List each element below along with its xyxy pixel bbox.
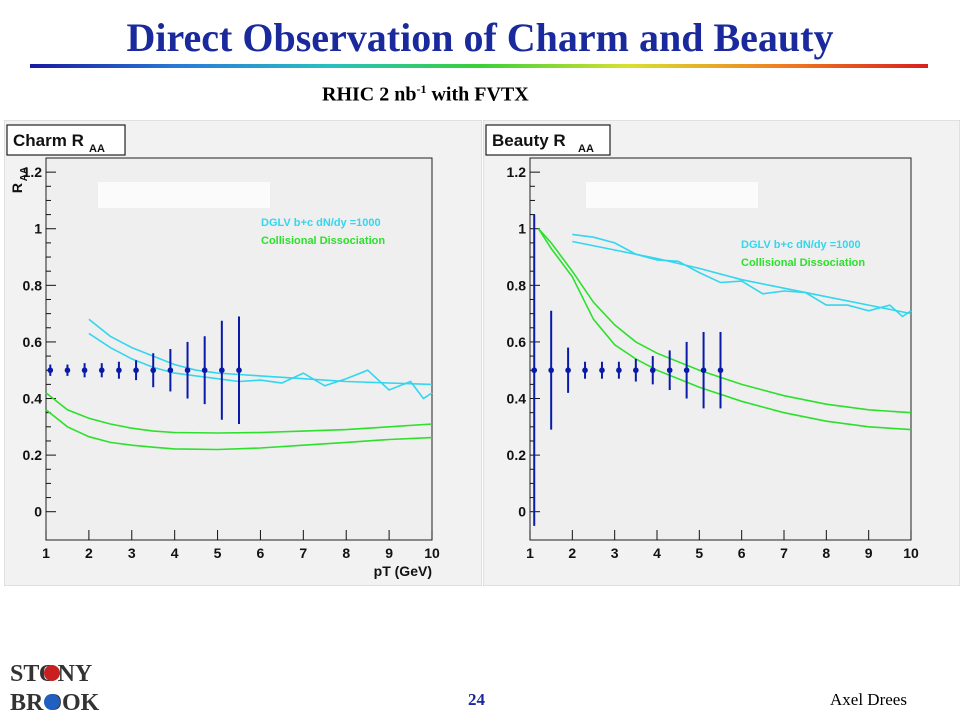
slide-title: Direct Observation of Charm and Beauty	[126, 15, 834, 60]
dglv-curve	[572, 233, 912, 318]
x-axis-label: pT (GeV)	[374, 563, 432, 579]
y-axis-label-subscript: AA	[19, 167, 30, 181]
x-tick-label: 8	[822, 545, 830, 561]
data-point	[47, 367, 54, 374]
collisional-curve	[45, 409, 433, 451]
y-tick-label: 0.6	[23, 334, 43, 350]
y-tick-label: 0	[518, 504, 526, 520]
data-point	[633, 367, 639, 374]
chart-title-box	[485, 124, 611, 156]
x-tick-label: 9	[385, 545, 393, 561]
stony-brook-logo: STONY BROOK	[10, 661, 100, 714]
legend-entry: DGLV b+c dN/dy =1000	[261, 217, 381, 229]
dglv-curve	[572, 240, 912, 315]
chart-title-subscript: AA	[578, 143, 594, 155]
y-tick-label: 0.6	[507, 334, 527, 350]
y-tick-label: 0.8	[23, 277, 43, 293]
x-tick-label: 2	[85, 545, 93, 561]
y-tick-label: 0.2	[507, 447, 527, 463]
data-point	[64, 367, 71, 374]
title-rule	[30, 64, 928, 68]
data-point	[201, 367, 208, 374]
data-point	[81, 367, 88, 374]
y-tick-label: 1.2	[507, 164, 527, 180]
data-point	[167, 367, 174, 374]
data-point	[116, 367, 122, 374]
mask-band	[586, 182, 758, 208]
y-tick-label: 1	[518, 221, 526, 237]
legend-entry: Collisional Dissociation	[741, 257, 865, 269]
collisional-curve	[537, 228, 912, 431]
logo-red-circle	[44, 665, 60, 681]
x-tick-label: 7	[780, 545, 788, 561]
data-point	[616, 367, 622, 374]
y-tick-label: 0.4	[507, 391, 527, 407]
y-tick-label: 0.2	[23, 447, 43, 463]
logo-blue-circle	[44, 694, 60, 710]
page-number: 24	[468, 690, 485, 709]
mask-band	[98, 182, 270, 208]
x-tick-label: 9	[865, 545, 873, 561]
x-tick-label: 7	[299, 545, 307, 561]
chart-title-box	[6, 124, 126, 156]
data-point	[582, 367, 588, 374]
subtitle-tail: with FVTX	[426, 83, 529, 106]
author-name: Axel Drees	[830, 690, 907, 709]
chart-title: Beauty R	[492, 131, 566, 150]
y-tick-label: 1.2	[23, 164, 43, 180]
data-point	[717, 367, 724, 374]
x-tick-label: 1	[42, 545, 50, 561]
y-tick-label: 0.4	[23, 391, 43, 407]
collisional-curve	[45, 392, 433, 434]
data-point	[236, 367, 242, 374]
legend-entry: DGLV b+c dN/dy =1000	[741, 239, 861, 251]
chart-title-subscript: AA	[89, 143, 105, 155]
data-point	[531, 367, 538, 374]
y-tick-label: 0.8	[507, 277, 527, 293]
charm-raa-chart: Charm R AA 0 0.2 0.4 0.6 0.8 1 1.2 1 2 3 4 5 6 7 8 9 10 pT …	[4, 120, 482, 586]
chart-title: Charm R	[13, 131, 84, 150]
data-point	[219, 367, 225, 374]
data-point	[666, 367, 673, 374]
x-tick-label: 10	[903, 545, 919, 561]
x-tick-label: 5	[695, 545, 703, 561]
data-point	[565, 367, 571, 374]
x-tick-label: 2	[568, 545, 576, 561]
data-point	[649, 367, 656, 374]
subtitle-exponent: -1	[416, 82, 427, 96]
data-point	[683, 367, 690, 374]
x-tick-label: 4	[653, 545, 661, 561]
x-tick-label: 8	[342, 545, 350, 561]
x-tick-label: 4	[171, 545, 179, 561]
y-axis-label-group: R AA	[9, 167, 30, 193]
subtitle-main: RHIC 2 nb	[322, 83, 417, 106]
dglv-curve	[88, 332, 433, 400]
x-tick-label: 6	[738, 545, 746, 561]
data-point	[98, 367, 105, 374]
slide-subtitle: RHIC 2 nb-1 with FVTX	[322, 82, 529, 107]
legend-entry: Collisional Dissociation	[261, 235, 385, 247]
data-point	[700, 367, 707, 374]
y-tick-label: 1	[34, 221, 42, 237]
x-tick-label: 10	[424, 545, 440, 561]
y-tick-label: 0	[34, 504, 42, 520]
x-tick-label: 3	[611, 545, 619, 561]
data-point	[548, 367, 554, 374]
data-point	[184, 367, 191, 374]
x-tick-label: 5	[214, 545, 222, 561]
collisional-curve	[537, 228, 912, 414]
beauty-raa-chart: Beauty R AA 0 0.2 0.4 0.6 0.8 1 1.2 1 2 3 4 5 6 7 8 9 10 DG…	[483, 120, 960, 586]
x-tick-label: 6	[257, 545, 265, 561]
data-point	[150, 367, 157, 374]
data-point	[599, 367, 605, 374]
data-point	[133, 367, 139, 374]
y-axis-label: R	[9, 183, 25, 193]
x-tick-label: 3	[128, 545, 136, 561]
x-tick-label: 1	[526, 545, 534, 561]
